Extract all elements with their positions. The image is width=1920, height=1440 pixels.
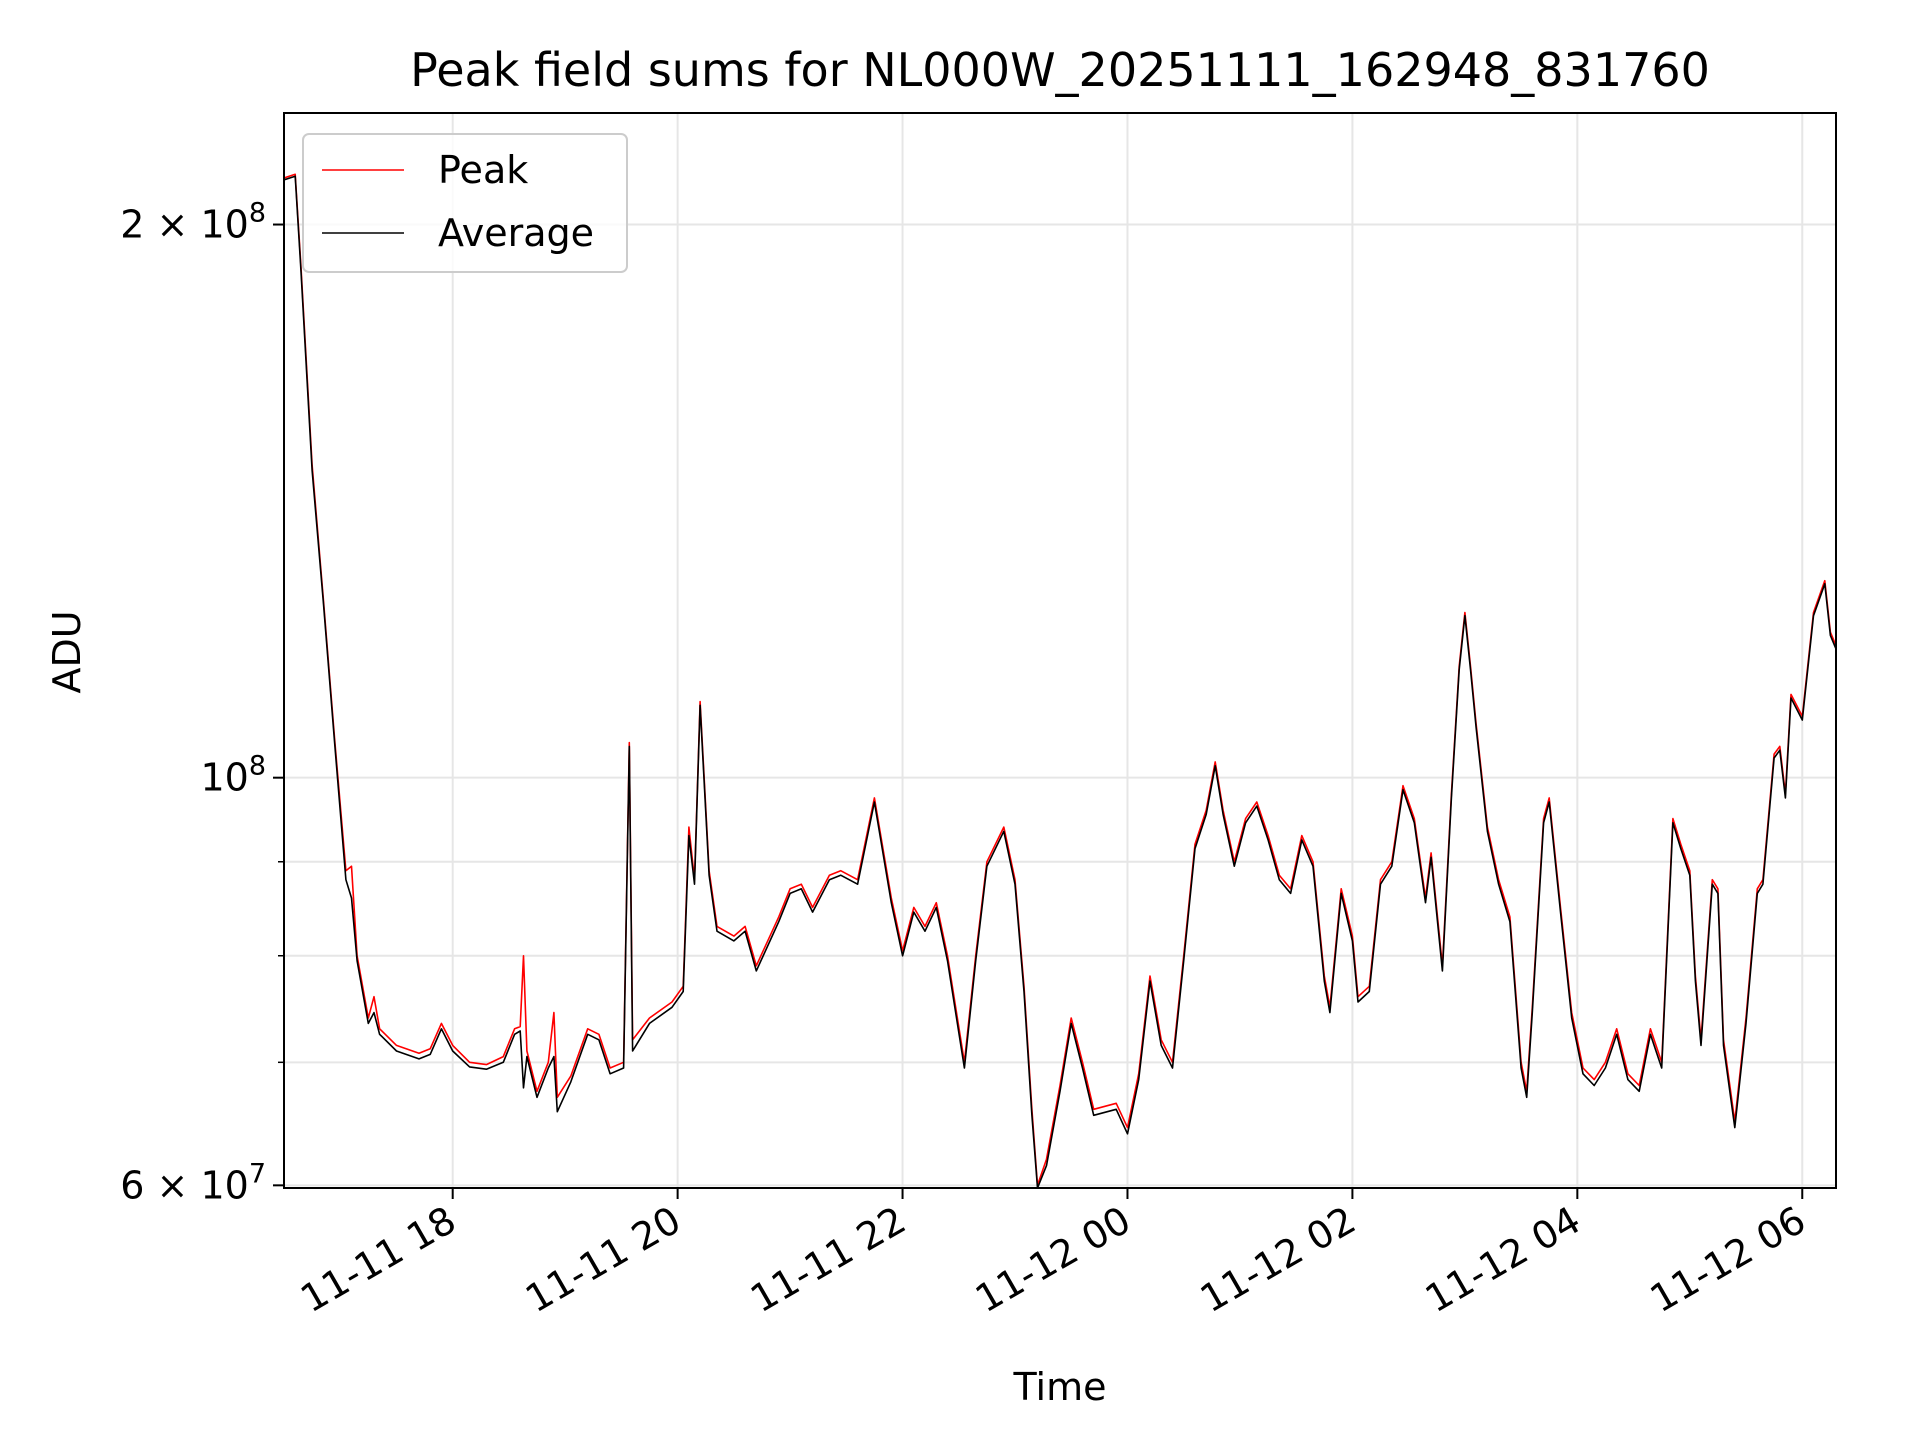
legend-label-average: Average (438, 211, 594, 255)
axes-frame (283, 112, 1837, 1189)
x-axis-label: Time (1013, 1365, 1107, 1409)
legend: Peak Average (302, 133, 628, 273)
plot-series (284, 173, 1836, 1188)
series-line-average (284, 175, 1836, 1188)
series-line-peak (284, 173, 1836, 1187)
y-tick-label: 2 × 108 (120, 198, 266, 247)
y-tick-label: 6 × 107 (120, 1158, 266, 1207)
legend-box (302, 133, 628, 273)
chart-title: Peak field sums for NL000W_20251111_1629… (410, 43, 1710, 97)
y-axis-label: ADU (45, 610, 89, 693)
grid (284, 113, 1836, 1188)
legend-label-peak: Peak (438, 148, 528, 192)
